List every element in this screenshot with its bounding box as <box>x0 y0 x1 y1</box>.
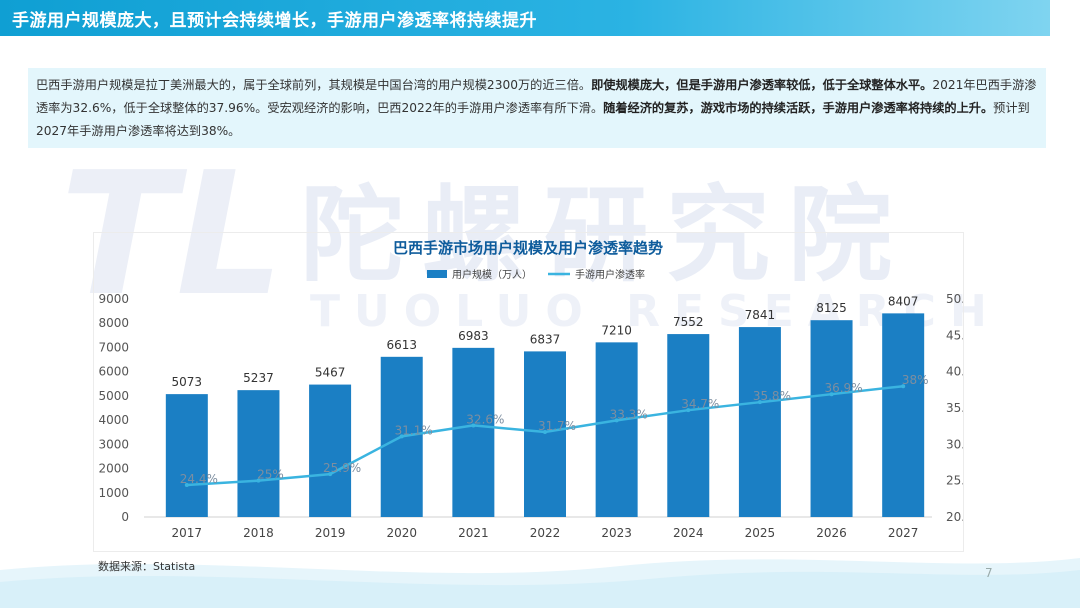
line-value-label: 25.9% <box>323 461 361 475</box>
description-text-5: 预计到2027年手游用户渗透率将达到38%。 <box>36 101 1030 138</box>
bar <box>309 384 352 517</box>
description-text-4: 随着经济的复苏，游戏市场的持续活跃，手游用户渗透率将持续的上升。 <box>603 101 994 115</box>
bar <box>595 342 638 517</box>
watermark-logo: TL <box>60 136 285 334</box>
x-tick-label: 2026 <box>816 526 847 540</box>
bar <box>452 347 495 517</box>
bar-value-label: 6837 <box>530 332 561 346</box>
y-right-tick-label: 25.0% <box>946 474 963 488</box>
line-point <box>328 472 333 477</box>
x-tick-label: 2019 <box>315 526 346 540</box>
y-left-tick-label: 3000 <box>98 437 129 451</box>
bar-value-label: 8407 <box>888 294 919 308</box>
legend-line-label: 手游用户渗透率 <box>575 268 645 281</box>
page-title: 手游用户规模庞大，且预计会持续增长，手游用户渗透率将持续提升 <box>12 11 537 31</box>
page-number: 7 <box>985 566 993 580</box>
line-value-label: 31.1% <box>395 423 433 437</box>
line-value-label: 31.7% <box>538 419 576 433</box>
chart-title: 巴西手游市场用户规模及用户渗透率趋势 <box>393 239 663 257</box>
x-tick-label: 2021 <box>458 526 489 540</box>
line-point <box>614 418 619 423</box>
line-point <box>901 384 906 389</box>
line-value-label: 24.4% <box>180 472 218 486</box>
line-point <box>184 483 189 488</box>
bar-value-label: 6983 <box>458 329 489 343</box>
y-left-tick-label: 9000 <box>98 292 129 306</box>
line-value-label: 33.3% <box>610 407 648 421</box>
y-left-tick-label: 2000 <box>98 462 129 476</box>
bar-value-label: 7210 <box>601 323 632 337</box>
bar-value-label: 8125 <box>816 301 847 315</box>
bar-value-label: 6613 <box>386 338 417 352</box>
bar <box>237 390 280 517</box>
y-left-tick-label: 6000 <box>98 365 129 379</box>
bar-value-label: 7841 <box>745 308 776 322</box>
y-right-tick-label: 50.0% <box>946 292 963 306</box>
y-left-tick-label: 8000 <box>98 316 129 330</box>
line-value-label: 36.9% <box>824 381 862 395</box>
x-tick-label: 2018 <box>243 526 274 540</box>
line-point <box>757 400 762 405</box>
description-box: 巴西手游用户规模是拉丁美洲最大的，属于全球前列，其规模是中国台湾的用户规模230… <box>28 68 1046 148</box>
line-point <box>829 392 834 397</box>
line-value-label: 35.8% <box>753 389 791 403</box>
bar <box>165 394 208 517</box>
y-right-tick-label: 40.0% <box>946 365 963 379</box>
chart-container: 巴西手游市场用户规模及用户渗透率趋势用户规模（万人） 手游用户渗透率 0 1000 20… <box>93 232 964 552</box>
bar <box>882 313 925 517</box>
y-right-tick-label: 20.0% <box>946 510 963 524</box>
line-point <box>471 423 476 428</box>
line-point <box>686 408 691 413</box>
x-tick-label: 2023 <box>601 526 632 540</box>
y-right-tick-label: 30.0% <box>946 437 963 451</box>
line-point <box>256 478 261 483</box>
decorative-wave <box>0 558 1080 608</box>
bar-value-label: 5467 <box>315 366 346 380</box>
y-left-tick-label: 4000 <box>98 413 129 427</box>
watermark-cn: 陀螺研究院 <box>300 174 911 296</box>
y-right-tick-label: 45.0% <box>946 328 963 342</box>
description-text-3: 2021年巴西手游渗透率为32.6%，低于全球整体的37.96%。受宏观经济的影… <box>36 78 1037 115</box>
x-tick-label: 2025 <box>745 526 776 540</box>
line-value-label: 32.6% <box>466 412 504 426</box>
data-source: 数据来源：Statista <box>98 560 196 573</box>
bar-value-label: 5073 <box>172 375 203 389</box>
line-point <box>399 434 404 439</box>
x-tick-label: 2027 <box>888 526 919 540</box>
bar <box>667 334 710 517</box>
x-tick-label: 2020 <box>386 526 417 540</box>
description-text-2: 即使规模庞大，但是手游用户渗透率较低，低于全球整体水平。 <box>591 78 933 92</box>
line-value-label: 25% <box>257 468 284 482</box>
bar-value-label: 7552 <box>673 315 704 329</box>
y-left-tick-label: 1000 <box>98 486 129 500</box>
legend-bar-swatch <box>427 270 447 278</box>
y-right-tick-label: 35.0% <box>946 401 963 415</box>
y-left-tick-label: 0 <box>121 510 129 524</box>
line-value-label: 34.7% <box>681 397 719 411</box>
bar <box>524 351 566 517</box>
y-left-tick-label: 7000 <box>98 340 129 354</box>
description-text-1: 巴西手游用户规模是拉丁美洲最大的，属于全球前列，其规模是中国台湾的用户规模230… <box>36 78 592 92</box>
bar <box>738 327 781 517</box>
x-tick-label: 2017 <box>172 526 203 540</box>
line-value-label: 38% <box>902 373 929 387</box>
bar <box>810 320 853 517</box>
bar-value-label: 5237 <box>243 371 274 385</box>
legend-bar-label: 用户规模（万人） <box>452 268 532 281</box>
y-left-tick-label: 5000 <box>98 389 129 403</box>
line-point <box>543 429 547 434</box>
watermark-en: TUOLUO RESEARCH <box>310 286 1001 337</box>
x-tick-label: 2024 <box>673 526 704 540</box>
x-tick-label: 2022 <box>530 526 561 540</box>
title-bar: 手游用户规模庞大，且预计会持续增长，手游用户渗透率将持续提升 <box>0 0 1050 36</box>
